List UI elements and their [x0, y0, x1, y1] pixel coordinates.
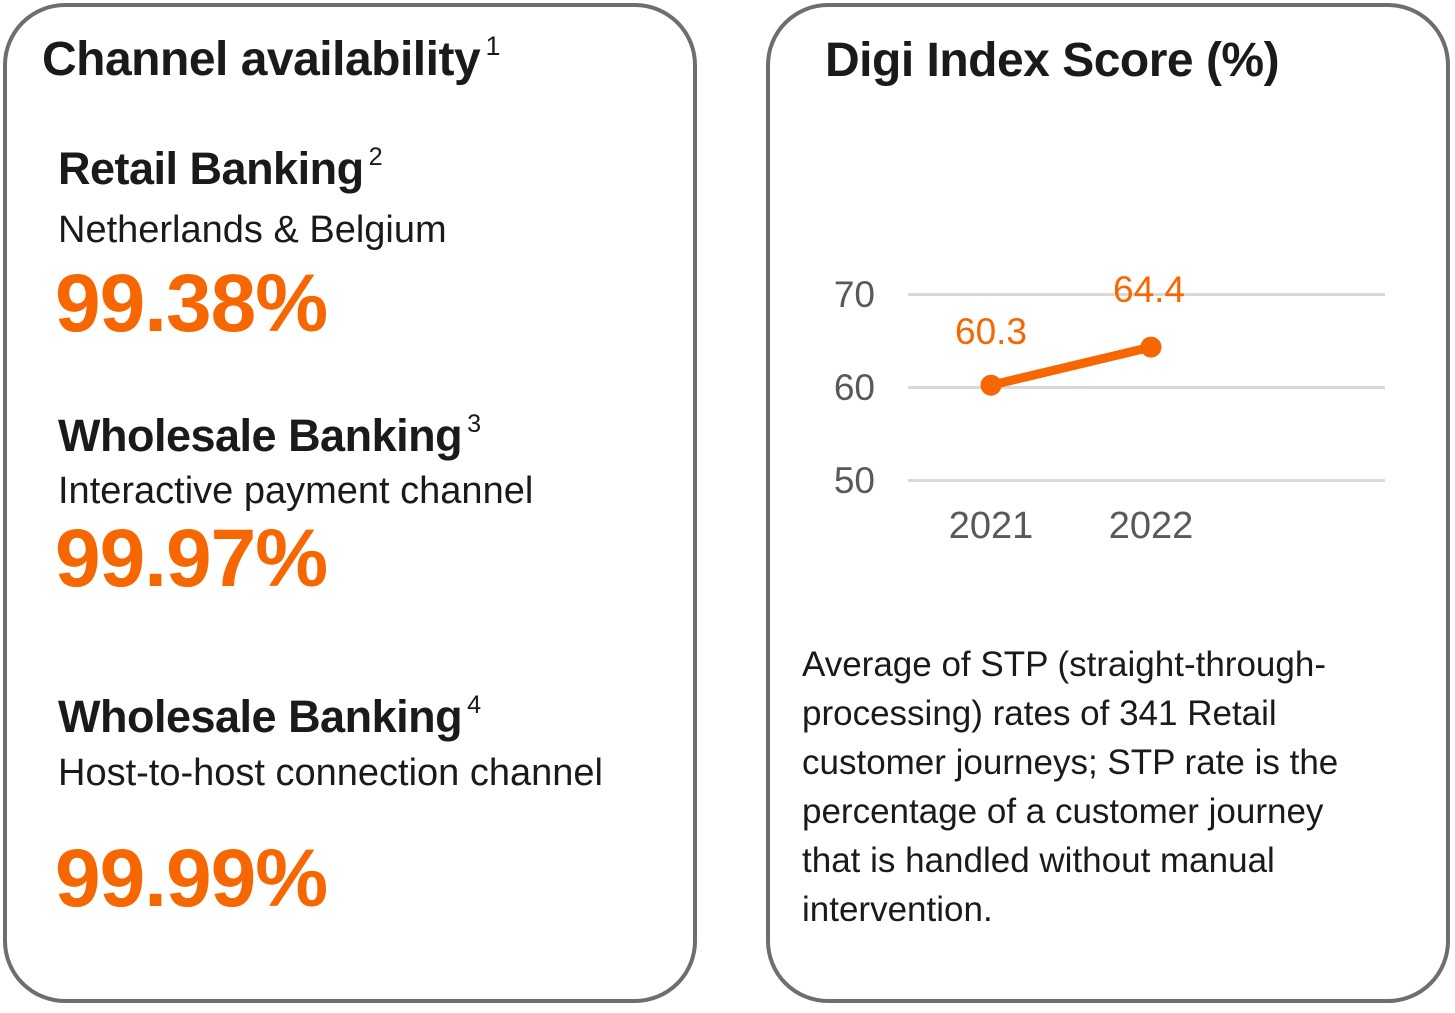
x-axis-tick-2022: 2022 — [1108, 505, 1194, 547]
gridline-60 — [908, 386, 1385, 389]
data-label-2021: 60.3 — [954, 311, 1028, 352]
gridline-50 — [908, 479, 1385, 482]
metric-heading-text: Wholesale Banking — [58, 691, 463, 742]
metric-heading: Wholesale Banking 3 — [58, 409, 481, 461]
channel-availability-title: Channel availability 1 — [42, 32, 501, 86]
x-axis-tick-2021: 2021 — [948, 505, 1034, 547]
metric-heading-text: Retail Banking — [58, 143, 364, 194]
metric-subtitle: Host-to-host connection channel — [58, 752, 603, 794]
gridline-70 — [908, 293, 1385, 296]
digi-index-card: Digi Index Score (%) 70 60 50 60.3 64.4 … — [766, 3, 1450, 1003]
data-label-2022: 64.4 — [1112, 269, 1186, 310]
metric-subtitle: Interactive payment channel — [58, 470, 534, 512]
metric-value: 99.38% — [55, 258, 328, 349]
data-point — [1140, 336, 1162, 358]
y-axis-tick-60: 60 — [833, 367, 875, 408]
metric-heading-text: Wholesale Banking — [58, 410, 463, 461]
footnote-2: 2 — [368, 142, 383, 171]
metric-subtitle: Netherlands & Belgium — [58, 209, 447, 251]
digi-line-svg — [980, 336, 1162, 396]
digi-index-title: Digi Index Score (%) — [825, 34, 1280, 87]
y-axis-tick-50: 50 — [833, 460, 875, 501]
channel-availability-card: Channel availability 1 Retail Banking 2 Ne… — [3, 3, 697, 1003]
metric-value: 99.97% — [55, 513, 328, 604]
metric-heading: Wholesale Banking 4 — [58, 690, 481, 742]
data-point — [980, 374, 1002, 396]
y-axis-tick-70: 70 — [833, 274, 875, 315]
footnote-1: 1 — [485, 30, 501, 61]
footnote-4: 4 — [467, 690, 481, 719]
channel-availability-title-text: Channel availability — [42, 33, 481, 86]
metric-value: 99.99% — [55, 833, 328, 924]
metric-heading: Retail Banking 2 — [58, 142, 383, 194]
stp-description-paragraph: Average of STP (straight-through-process… — [802, 645, 1339, 929]
footnote-3: 3 — [467, 409, 481, 438]
digi-line-series — [986, 342, 1156, 390]
